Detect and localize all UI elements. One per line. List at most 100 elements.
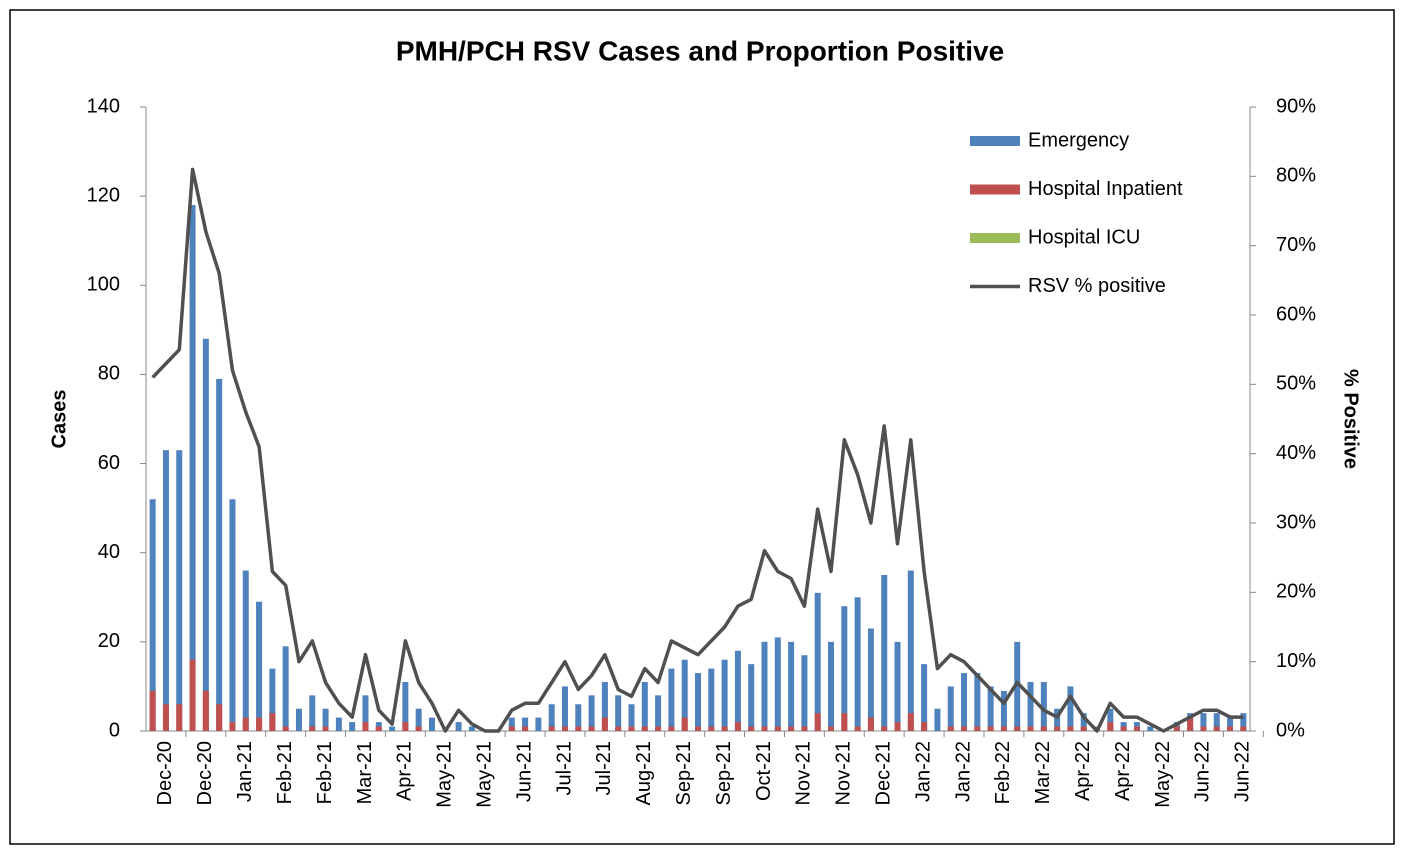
y2-tick-label: 70% [1276, 234, 1316, 256]
x-tick-label: May-21 [473, 741, 495, 808]
bar [402, 681, 409, 731]
bar [428, 717, 435, 731]
bar [176, 704, 183, 731]
y2-tick-label: 80% [1276, 165, 1316, 187]
x-tick-label: Jun-22 [1232, 741, 1254, 802]
bar [841, 606, 848, 731]
bar [522, 717, 529, 731]
bar [881, 575, 888, 731]
bar [309, 695, 316, 731]
bar [774, 637, 781, 731]
x-tick-label: Jul-21 [553, 741, 575, 795]
y-tick-label: 60 [98, 452, 120, 474]
bar [641, 726, 648, 731]
bar [1200, 713, 1207, 731]
bar [522, 726, 529, 731]
bar [601, 717, 608, 731]
bar [362, 695, 369, 731]
bar [548, 726, 555, 731]
bar [1080, 713, 1087, 731]
y2-tick-label: 30% [1276, 511, 1316, 533]
bar [1213, 713, 1220, 731]
bar [894, 722, 901, 731]
x-tick-label: Nov-21 [833, 741, 855, 805]
chart-title: PMH/PCH RSV Cases and Proportion Positiv… [396, 35, 1004, 66]
bar [1014, 726, 1021, 731]
bar [655, 726, 662, 731]
x-tick-label: Sep-21 [673, 741, 695, 806]
bar [761, 641, 768, 731]
bar [867, 628, 874, 731]
bar [668, 726, 675, 731]
bar [867, 717, 874, 731]
bar [176, 450, 183, 731]
bar [828, 641, 835, 731]
bar [269, 713, 276, 731]
bar [987, 726, 994, 731]
chart-frame [9, 9, 1395, 845]
bar [561, 726, 568, 731]
bar [961, 673, 968, 731]
y-tick-label: 40 [98, 541, 120, 563]
bar [335, 717, 342, 731]
bar [774, 726, 781, 731]
bar [1000, 690, 1007, 731]
x-tick-label: Dec-21 [872, 741, 894, 805]
bar [894, 641, 901, 731]
bar [322, 708, 329, 731]
bar [1227, 717, 1234, 731]
x-tick-label: Mar-21 [354, 741, 376, 804]
y2-tick-label: 40% [1276, 442, 1316, 464]
bar [628, 726, 635, 731]
x-tick-label: Sep-21 [713, 741, 735, 806]
bar [641, 681, 648, 731]
x-tick-label: Apr-22 [1112, 741, 1134, 801]
bar [1027, 726, 1034, 731]
bar [455, 722, 462, 731]
x-tick-label: Nov-21 [793, 741, 815, 805]
bar [695, 673, 701, 731]
bar [1040, 726, 1047, 731]
x-tick-label: May-22 [1152, 741, 1174, 808]
bar [415, 708, 422, 731]
bar [216, 704, 223, 731]
y-tick-label: 0 [109, 719, 120, 741]
bar [189, 659, 196, 731]
bar [242, 717, 249, 731]
bar [535, 717, 542, 731]
x-tick-label: Apr-22 [1072, 741, 1094, 801]
bar [269, 668, 276, 731]
bar [681, 659, 688, 731]
x-tick-label: Jun-21 [513, 741, 535, 802]
bar [282, 726, 289, 731]
bar [601, 681, 608, 731]
legend-swatch [970, 136, 1020, 146]
bar [548, 704, 555, 731]
y2-tick-label: 0% [1276, 719, 1305, 741]
bar [322, 726, 329, 731]
bar [814, 713, 821, 731]
x-tick-label: Jun-22 [1192, 741, 1214, 802]
x-tick-label: Feb-22 [992, 741, 1014, 804]
bar [256, 601, 263, 731]
bar [362, 722, 369, 731]
bar [1080, 726, 1087, 731]
y2-tick-label: 10% [1276, 650, 1316, 672]
bar [761, 726, 768, 731]
bar [921, 722, 928, 731]
bar [1240, 726, 1247, 731]
bar [961, 726, 968, 731]
x-tick-label: Apr-21 [394, 741, 416, 801]
legend-label: Emergency [1028, 129, 1129, 151]
bar [907, 570, 914, 731]
bar [508, 726, 515, 731]
x-tick-label: Jan-21 [234, 741, 256, 802]
x-tick-label: Jan-22 [952, 741, 974, 802]
bar [309, 726, 316, 731]
bar [934, 708, 941, 731]
legend-label: Hospital Inpatient [1028, 178, 1183, 200]
bar [1187, 717, 1194, 731]
bar [415, 726, 422, 731]
bar [788, 726, 795, 731]
